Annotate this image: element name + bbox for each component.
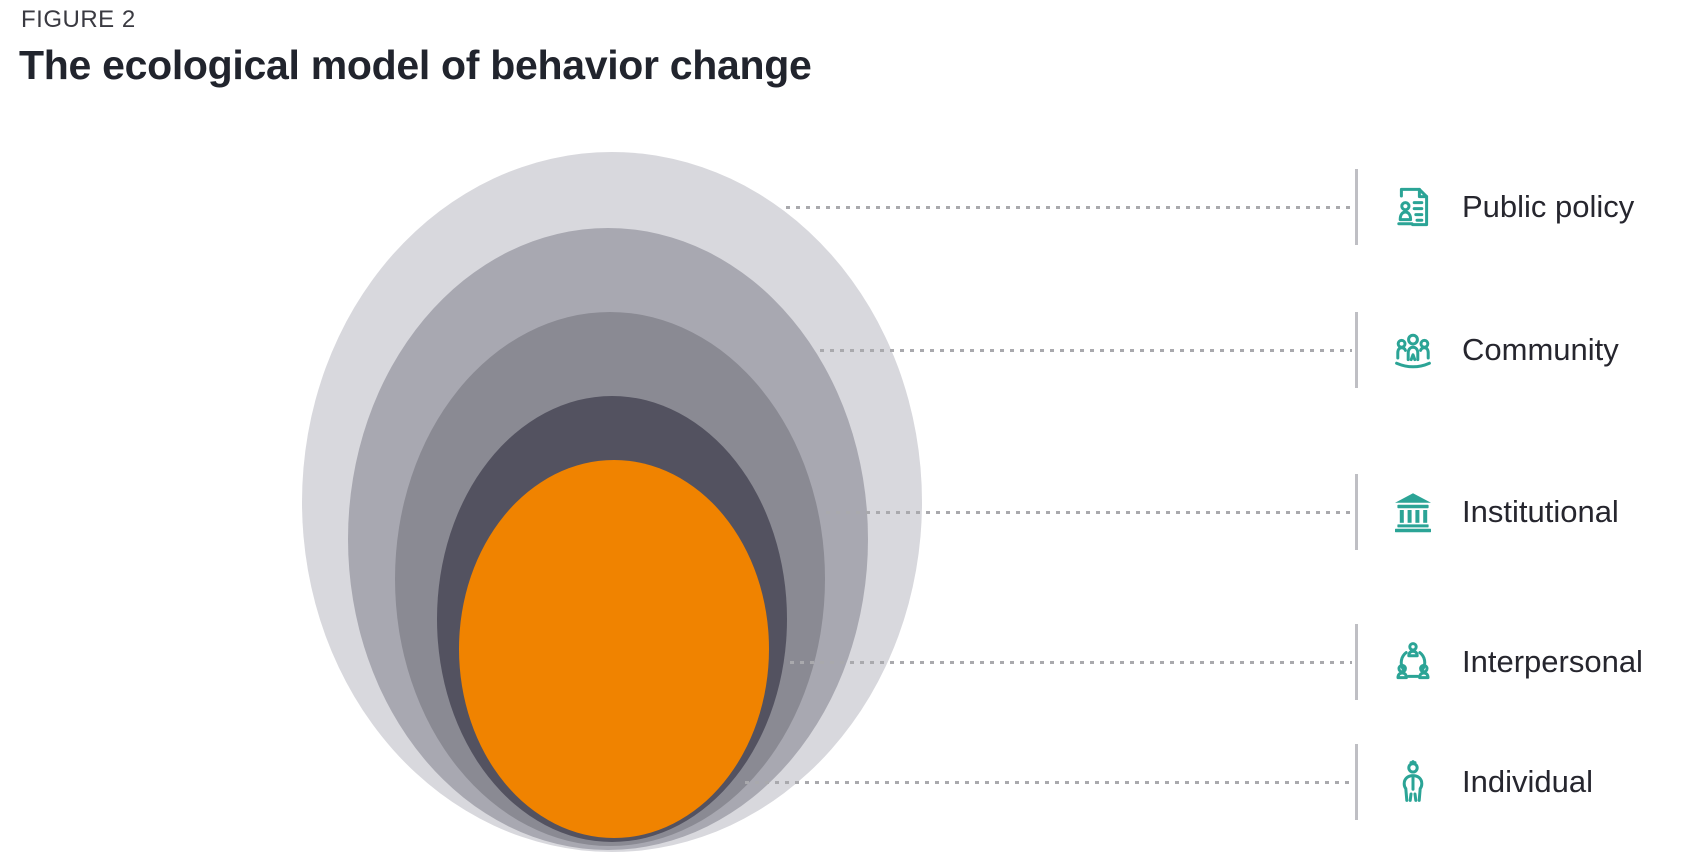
legend-label: Public policy	[1462, 189, 1635, 224]
policy-document-icon	[1388, 182, 1438, 232]
legend-row-interpersonal: Interpersonal	[1388, 624, 1643, 700]
leader-line-individual	[745, 781, 1352, 784]
interpersonal-icon	[1388, 637, 1438, 687]
legend-label: Community	[1462, 332, 1619, 367]
tick-institutional	[1355, 474, 1358, 550]
leader-line-interpersonal	[790, 661, 1352, 664]
tick-community	[1355, 312, 1358, 388]
legend-label: Interpersonal	[1462, 644, 1643, 679]
leader-line-public-policy	[786, 206, 1352, 209]
legend-label: Institutional	[1462, 494, 1619, 529]
leader-line-institutional	[826, 511, 1352, 514]
institution-icon	[1388, 487, 1438, 537]
figure-title: The ecological model of behavior change	[19, 42, 812, 88]
legend-row-individual: Individual	[1388, 744, 1593, 820]
tick-individual	[1355, 744, 1358, 820]
legend-row-public-policy: Public policy	[1388, 169, 1634, 245]
legend-row-institutional: Institutional	[1388, 474, 1619, 550]
ring-individual	[459, 460, 769, 838]
legend-label: Individual	[1462, 764, 1593, 799]
tick-interpersonal	[1355, 624, 1358, 700]
community-icon	[1388, 325, 1438, 375]
leader-line-community	[820, 349, 1352, 352]
individual-icon	[1388, 757, 1438, 807]
legend-row-community: Community	[1388, 312, 1619, 388]
figure-number-label: FIGURE 2	[21, 6, 136, 33]
tick-public-policy	[1355, 169, 1358, 245]
